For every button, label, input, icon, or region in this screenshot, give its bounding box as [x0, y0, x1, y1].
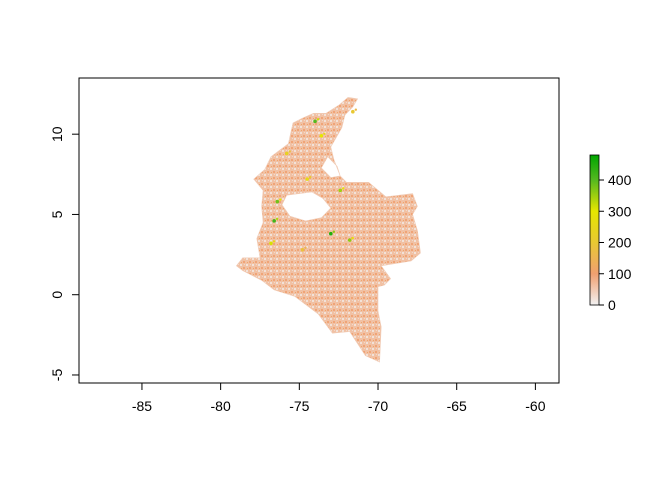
- hotspot-3-b: [332, 230, 336, 233]
- x-tick-label: -75: [289, 398, 309, 414]
- x-axis: -85 -80 -75 -70 -65 -60: [132, 382, 546, 414]
- legend-colorbar: [589, 154, 600, 306]
- raster-map: [235, 96, 421, 363]
- hotspot-11-b: [304, 246, 307, 249]
- y-tick-label: 5: [49, 210, 65, 218]
- hotspot-1: [275, 199, 280, 204]
- x-tick-label: -85: [132, 398, 152, 414]
- hotspot-11: [300, 247, 305, 252]
- hotspot-2: [269, 241, 273, 246]
- y-tick-label: 0: [49, 291, 65, 299]
- hotspot-7-b: [342, 187, 345, 190]
- hotspot-4: [347, 238, 352, 242]
- legend-tick-label: 100: [608, 266, 632, 282]
- legend-tick-label: 400: [608, 172, 632, 188]
- hotspot-5: [313, 119, 317, 124]
- hotspot-10-b: [354, 108, 358, 111]
- hotspot-3: [329, 231, 333, 236]
- x-tick-label: -80: [211, 398, 231, 414]
- y-axis: -5 0 5 10: [49, 126, 80, 382]
- color-legend: 0 100 200 300 400: [589, 154, 632, 313]
- region-raster: [235, 96, 421, 363]
- hotspot-2-b: [272, 240, 276, 243]
- x-tick-label: -65: [447, 398, 467, 414]
- hotspot-5-b: [316, 118, 320, 121]
- hotspot-9: [284, 151, 289, 156]
- x-tick-label: -70: [368, 398, 388, 414]
- y-tick-label: -5: [49, 369, 65, 382]
- hotspot-0-b: [275, 217, 279, 221]
- hotspot-0: [272, 219, 276, 223]
- hotspot-7: [338, 188, 343, 193]
- legend-tick-label: 0: [608, 297, 616, 313]
- hotspot-1-b: [279, 198, 282, 201]
- x-tick-label: -60: [525, 398, 545, 414]
- hotspot-6-b: [323, 132, 326, 135]
- hotspot-8-b: [308, 175, 312, 179]
- legend-tick-label: 200: [608, 235, 632, 251]
- y-tick-label: 10: [49, 126, 65, 142]
- hotspot-9-b: [288, 150, 291, 153]
- hotspot-6: [319, 133, 324, 138]
- hotspot-4-b: [351, 236, 354, 240]
- legend-tick-label: 300: [608, 203, 632, 219]
- hotspot-8: [305, 177, 309, 181]
- hotspot-10: [351, 109, 355, 114]
